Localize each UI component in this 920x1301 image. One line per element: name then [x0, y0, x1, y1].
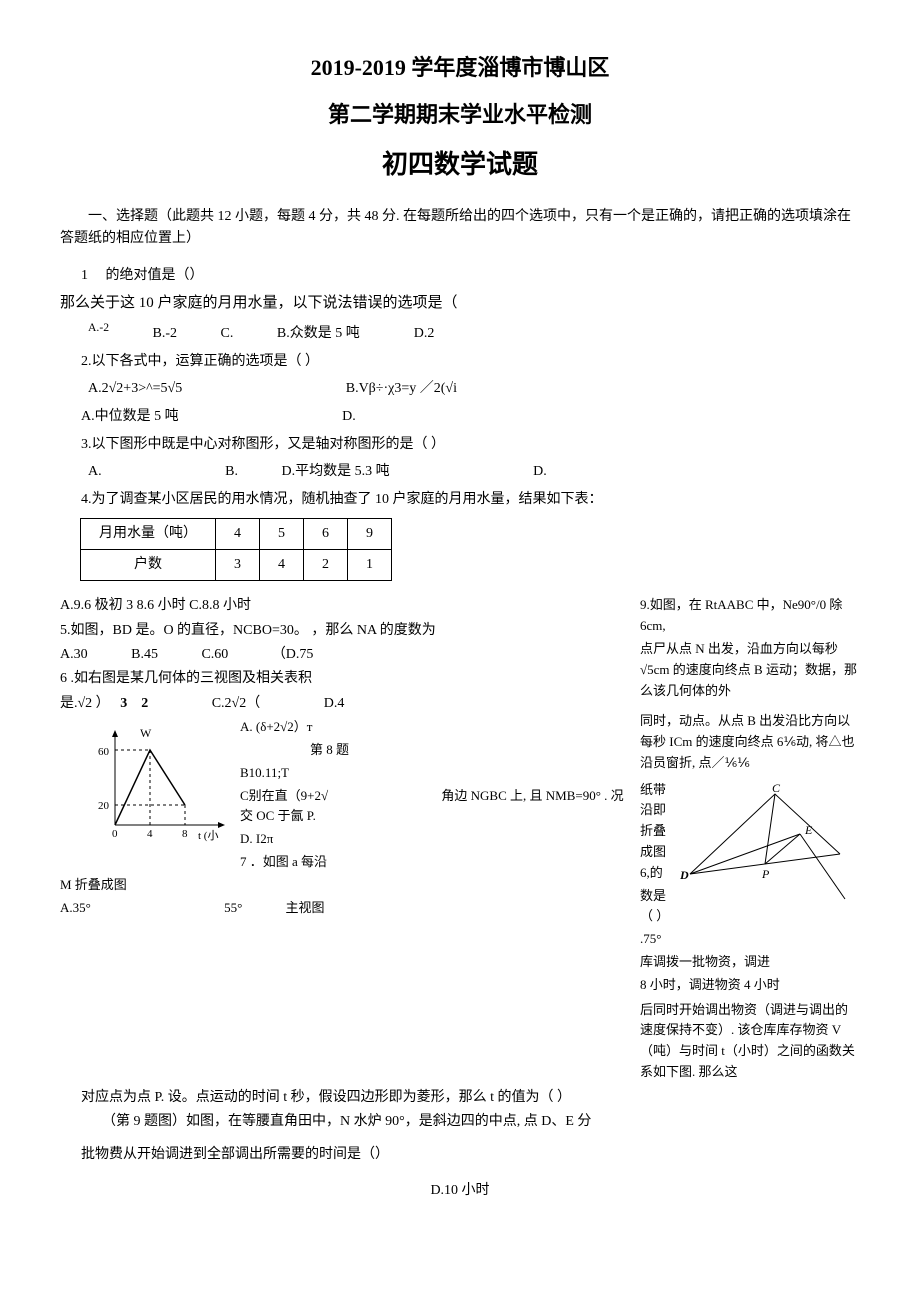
title-line-1: 2019-2019 学年度淄博市博山区: [60, 50, 860, 85]
wh-l3: 后同时开始调出物资（调进与调出的速度保持不变）. 该仓库库存物资 V（吨）与时间…: [640, 1000, 860, 1083]
q4-stmt-c-mixed: A.9.6 极初 3 8.6 小时 C.8.8 小时: [60, 598, 251, 613]
question-7: 7 ．如图 a 每沿: [60, 852, 624, 873]
section-1-intro: 一、选择题（此题共 12 小题，每题 4 分，共 48 分. 在每题所给出的四个…: [60, 206, 860, 251]
q4-stmt-a: A.中位数是 5 吨: [81, 409, 179, 424]
line-cp: [765, 794, 775, 864]
question-5: 5.如图，BD 是。O 的直径，NCBO=30。 ，那么 NA 的度数为: [60, 620, 624, 642]
chart-ylabel: W: [140, 726, 152, 740]
title-line-3: 初四数学试题: [60, 144, 860, 186]
y-arrow-icon: [112, 730, 118, 737]
lower-l2: （第 9 题图）如图，在等腰直角田中，N 水炉 90°，是斜边四的中点, 点 D…: [60, 1111, 860, 1133]
chart-xlabel: t (小: [198, 829, 218, 842]
line-ext: [800, 834, 845, 899]
xtick-8: 8: [182, 828, 188, 840]
q1-text: 的绝对值是（）: [106, 268, 204, 283]
q7-line2: M 折叠成图: [60, 875, 624, 896]
xtick-4: 4: [147, 828, 153, 840]
q6-line2-txt: 是.√2 ）: [60, 696, 110, 711]
question-6: 6 .如右图是某几何体的三视图及相关表积: [60, 668, 624, 690]
water-usage-table: 月用水量（吨） 4 5 6 9 户数 3 4 2 1: [80, 518, 392, 582]
q6-line2: 是.√2 ） 3 2 C.2√2（ D.4: [60, 693, 624, 715]
q3-opt-b: B.: [225, 461, 238, 483]
lbl-d: D: [680, 868, 689, 882]
q1-options: A.-2 B.-2 C. B.众数是 5 吨 D.2: [88, 319, 860, 345]
td-2: 4: [260, 549, 304, 580]
table-data-row: 户数 3 4 2 1: [81, 549, 392, 580]
question-1: 1 的绝对值是（）: [60, 265, 860, 287]
wh-l1: 库调拨一批物资，调进: [640, 952, 860, 973]
q1-opt-b: B.-2: [153, 323, 178, 345]
q4-stmt-b: B.众数是 5 吨: [277, 323, 360, 345]
ytick-60: 60: [98, 746, 110, 758]
table-header-row: 月用水量（吨） 4 5 6 9: [81, 518, 392, 549]
td-4: 1: [348, 549, 392, 580]
th-1: 4: [216, 518, 260, 549]
th-4: 9: [348, 518, 392, 549]
q5-opt-b: B.45: [131, 644, 158, 666]
td-1: 3: [216, 549, 260, 580]
q1-opt-c: C.: [221, 323, 234, 345]
q5-opt-c: C.60: [201, 644, 228, 666]
q5-options: A.30 B.45 C.60 （D.75: [60, 644, 624, 666]
q6-opt-c: C.2√2（: [212, 696, 261, 711]
lbl-c: C: [772, 784, 781, 795]
lower-l2-txt: （第 9 题图）如图，在等腰直角田中，N 水炉 90°，是斜边四的中点, 点 D…: [102, 1114, 591, 1129]
num-2: 2: [141, 696, 148, 711]
question-9: 9.如图，在 RtAABC 中，Ne90°/0 除 6cm,: [640, 595, 860, 637]
q8-label: 第 8 题: [310, 740, 624, 761]
q1-num: 1: [81, 268, 88, 283]
q8-line-a: A.9.6 极初 3 8.6 小时 C.8.8 小时: [60, 595, 624, 617]
lower-l4: D.10 小时: [60, 1180, 860, 1202]
q2-opt-a: A.2√2+3>^=5√5: [88, 378, 182, 400]
chart-svg: W 60 20 0 4 8 t (小: [90, 725, 230, 845]
q6-opt-d: D.4: [324, 696, 345, 711]
wh-l2: 8 小时，调进物资 4 小时: [640, 975, 860, 996]
lower-l3: 批物费从开始调进到全部调出所需要的时间是（）: [60, 1144, 860, 1166]
q4-stmt-a-line: A.中位数是 5 吨 D.: [60, 406, 860, 428]
warehouse-chart: W 60 20 0 4 8 t (小: [90, 725, 230, 853]
th-0: 月用水量（吨）: [81, 518, 216, 549]
fold-opt: .75°: [640, 929, 860, 950]
q7-mid: 主视图: [286, 900, 325, 915]
q6-item-c-txt: C别在直（9+2√: [240, 788, 328, 803]
q7-opt-b: 55°: [224, 900, 242, 915]
q2-options: A.2√2+3>^=5√5 B.Vβ÷·χ3=y ／2(√i: [88, 378, 860, 400]
q9-line2: 点尸从点 N 出发，沿血方向以每秒√5cm 的速度向终点 B 运动；数据，那么该…: [640, 639, 860, 701]
q9-line3: 同时，动点。从点 B 出发沿比方向以每秒 ICm 的速度向终点 6⅙动, 将△也…: [640, 711, 860, 773]
q4-note: 那么关于这 10 户家庭的月用水量，以下说法错误的选项是（: [60, 291, 860, 315]
question-4: 4.为了调查某小区居民的用水情况，随机抽查了 10 户家庭的月用水量，结果如下表…: [60, 489, 860, 511]
question-3: 3.以下图形中既是中心对称图形，又是轴对称图形的是（ ）: [60, 434, 860, 456]
th-3: 6: [304, 518, 348, 549]
ytick-20: 20: [98, 800, 110, 812]
xtick-0: 0: [112, 828, 118, 840]
num-3: 3: [120, 696, 127, 711]
td-3: 2: [304, 549, 348, 580]
line-de: [690, 834, 800, 874]
q3-opt-d: D.: [533, 461, 547, 483]
q1-opt-d: D.2: [414, 323, 435, 345]
q2-opt-b: B.Vβ÷·χ3=y ／2(√i: [346, 378, 457, 400]
q5-opt-a: A.30: [60, 644, 88, 666]
lower-l1: 对应点为点 P. 设。点运动的时间 t 秒，假设四边形即为菱形，那么 t 的值为…: [60, 1087, 860, 1109]
q4-stmt-d: D.平均数是 5.3 吨: [281, 461, 389, 483]
th-2: 5: [260, 518, 304, 549]
lbl-e: E: [804, 823, 813, 837]
td-0: 户数: [81, 549, 216, 580]
line-pe: [765, 834, 800, 864]
q7-opts: A.35° 55° 主视图: [60, 898, 624, 919]
title-line-2: 第二学期期末学业水平检测: [60, 97, 860, 132]
q7-opt-a: A.35°: [60, 900, 91, 915]
x-arrow-icon: [218, 822, 225, 828]
q1-opt-a: A.-2: [88, 319, 109, 345]
diagram-svg: C E D P: [680, 784, 850, 914]
q5-opt-d: （D.75: [272, 644, 314, 666]
q3-options: A. B. D.平均数是 5.3 吨 D.: [88, 461, 860, 483]
q4-stmt-d-label: D.: [342, 409, 356, 424]
question-2: 2.以下各式中，运算正确的选项是（ ）: [60, 351, 860, 373]
triangle-diagram: C E D P: [680, 784, 850, 921]
q3-opt-a: A.: [88, 461, 102, 483]
lbl-p: P: [761, 867, 770, 881]
